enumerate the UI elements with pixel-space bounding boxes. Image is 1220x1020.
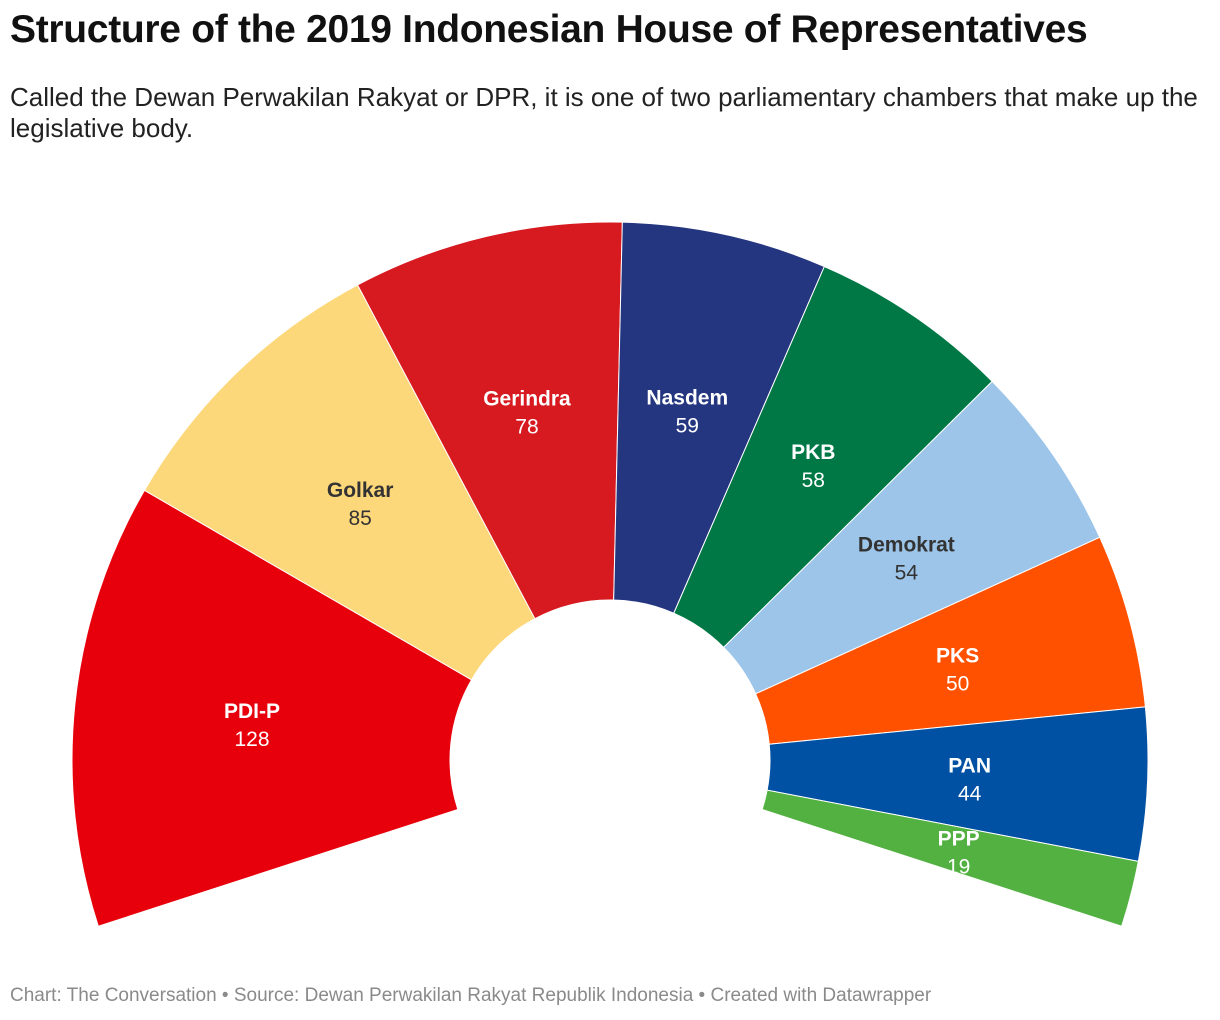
slice-pkb (673, 265, 993, 649)
slice-label-value: 58 (802, 469, 825, 492)
slice-gerindra (356, 221, 623, 620)
slice-label-name: Nasdem (646, 386, 728, 409)
slice-label-value: 128 (234, 728, 269, 751)
slice-pdi-p (71, 489, 473, 927)
slice-label-value: 59 (676, 414, 699, 437)
chart-subtitle: Called the Dewan Perwakilan Rakyat or DP… (10, 82, 1198, 143)
slice-label-name: PAN (948, 754, 991, 777)
slice-label-name: PPP (938, 828, 980, 851)
slice-label-name: Gerindra (483, 388, 571, 411)
slice-label-name: Golkar (327, 479, 394, 502)
slice-label-name: Demokrat (858, 534, 955, 557)
slice-label-value: 44 (958, 782, 982, 805)
slice-ppp (761, 789, 1139, 927)
parliament-chart: PDI-P 128 Golkar 85 Gerindra 78 Nasdem 59 PKB 58 D… (71, 221, 1149, 927)
chart-title: Structure of the 2019 Indonesian House o… (10, 8, 1088, 51)
slice-golkar (143, 284, 536, 681)
slice-label-value: 54 (895, 562, 919, 585)
labels-group: PDI-P 128 Golkar 85 Gerindra 78 Nasdem 59 PKB 58 D… (224, 386, 991, 878)
slice-label-name: PKB (791, 441, 835, 464)
slice-label-value: 85 (348, 507, 371, 530)
chart-footer: Chart: The Conversation • Source: Dewan … (10, 985, 932, 1006)
slices-group (71, 221, 1149, 927)
slice-nasdem (613, 221, 825, 614)
slice-label-name: PKS (936, 644, 979, 667)
slice-pks (754, 536, 1146, 745)
slice-label-value: 19 (947, 856, 970, 879)
slice-label-value: 50 (946, 672, 969, 695)
slice-label-value: 78 (515, 416, 538, 439)
slice-label-name: PDI-P (224, 700, 280, 723)
